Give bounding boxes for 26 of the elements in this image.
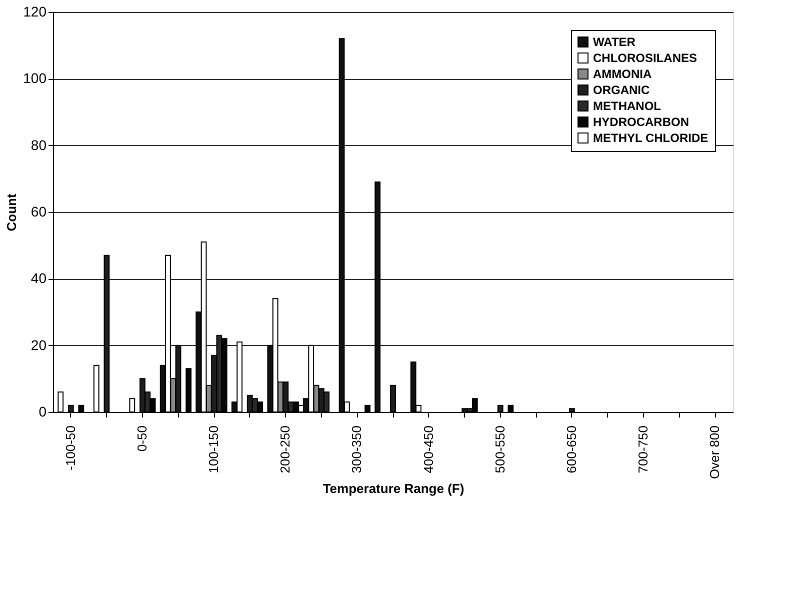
x-axis-title: Temperature Range (F) [322,480,464,496]
y-tick-label: 60 [30,204,47,220]
x-tick-label: 0-50 [134,426,150,452]
x-tick-label: 500-550 [492,426,508,474]
x-tick-label: 200-250 [278,426,293,474]
y-tick-label: 80 [30,136,47,153]
y-tick-label: 120 [23,4,47,20]
y-tick-label: 0 [38,404,47,420]
x-tick-label: 300-350 [349,426,364,474]
x-tick-label: 600-650 [564,426,579,474]
x-tick-label: -100-50 [62,426,78,470]
x-tick-label: Over 800 [707,426,722,479]
legend-label: WATER [593,35,636,49]
y-axis-title: Count [4,193,20,232]
legend-label: AMMONIA [593,67,652,81]
legend-label: CHLOROSILANES [593,51,698,65]
legend-label: ORGANIC [593,83,650,97]
legend-label: HYDROCARBON [593,115,689,129]
x-tick-label: 400-450 [420,426,436,474]
legend-label: METHANOL [593,99,661,113]
x-tick-label: 100-150 [206,426,222,474]
y-tick-label: 40 [30,270,47,286]
legend-label: METHYL CHLORIDE [593,131,708,145]
y-tick-label: 20 [30,336,47,353]
x-tick-label: 700-750 [636,426,651,474]
y-tick-label: 100 [23,70,47,86]
